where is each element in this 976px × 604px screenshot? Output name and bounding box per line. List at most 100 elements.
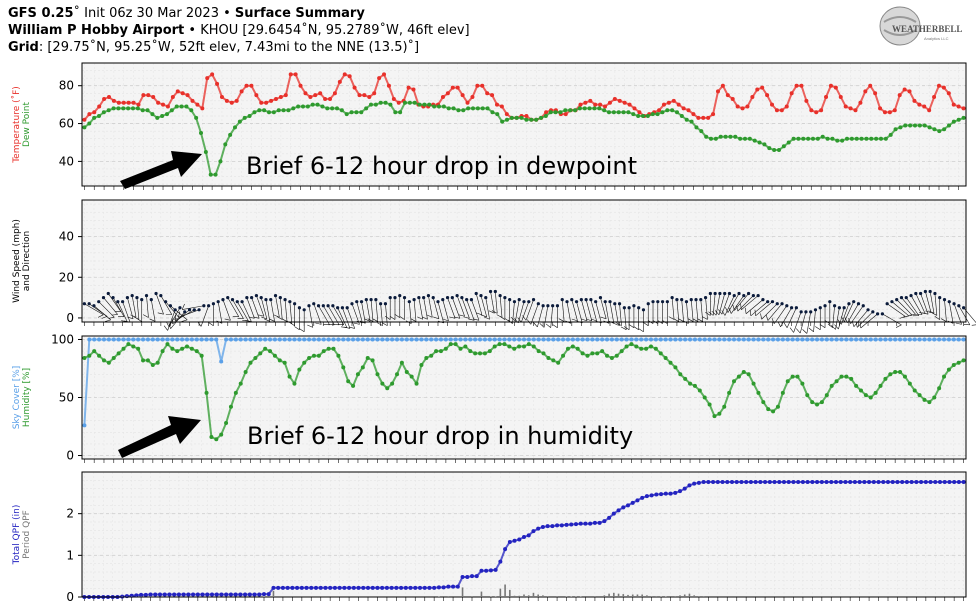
- data-point: [600, 337, 605, 342]
- data-point: [377, 76, 382, 81]
- data-point: [203, 149, 208, 154]
- data-point: [888, 372, 893, 377]
- data-point: [834, 379, 839, 384]
- wind-speed-point: [250, 296, 254, 300]
- data-point: [653, 346, 658, 351]
- data-point: [418, 585, 422, 590]
- data-point: [805, 337, 810, 342]
- wind-speed-point: [789, 306, 794, 310]
- data-point: [146, 93, 151, 98]
- data-point: [602, 108, 607, 113]
- data-point: [455, 85, 460, 90]
- wind-speed-point: [273, 293, 278, 298]
- data-point: [181, 592, 186, 597]
- data-point: [191, 592, 196, 597]
- data-point: [370, 585, 375, 590]
- data-point: [697, 388, 702, 393]
- wind-barb-flag: [721, 310, 726, 316]
- wind-barb-staff: [485, 297, 490, 320]
- data-point: [388, 102, 393, 107]
- data-point: [87, 353, 92, 358]
- data-point: [307, 356, 312, 361]
- data-point: [143, 592, 148, 597]
- data-point: [82, 356, 87, 361]
- wind-barb-flag: [545, 323, 551, 328]
- data-point: [882, 110, 887, 115]
- data-point: [424, 356, 429, 361]
- wind-speed-point: [159, 293, 163, 298]
- series-humidity-: [82, 342, 966, 442]
- data-point: [375, 585, 380, 590]
- data-point: [717, 411, 722, 416]
- wind-barb-flag: [628, 324, 635, 328]
- data-point: [706, 115, 711, 120]
- wind-speed-point: [837, 306, 841, 310]
- data-point: [382, 72, 387, 77]
- data-point: [786, 480, 791, 484]
- data-point: [912, 388, 917, 393]
- data-point: [736, 337, 741, 342]
- wind-speed-point: [589, 298, 593, 302]
- data-point: [186, 592, 191, 597]
- wind-barb-flag: [97, 314, 104, 318]
- wind-speed-point: [828, 300, 832, 304]
- wind-speed-point: [617, 302, 622, 306]
- wind-barb-flag: [643, 322, 649, 326]
- data-point: [385, 386, 390, 391]
- data-point: [919, 480, 924, 484]
- data-point: [871, 480, 876, 484]
- data-point: [947, 480, 952, 484]
- data-point: [815, 136, 820, 141]
- data-point: [153, 592, 158, 597]
- data-point: [838, 480, 843, 484]
- data-point: [414, 337, 419, 342]
- data-point: [751, 381, 756, 386]
- data-point: [559, 523, 564, 528]
- data-point: [429, 337, 434, 342]
- data-point: [482, 337, 487, 342]
- data-point: [577, 106, 582, 111]
- data-point: [303, 91, 308, 96]
- wind-barb-staff: [251, 297, 260, 319]
- wind-barb-staff: [886, 303, 906, 317]
- data-point: [213, 172, 218, 177]
- data-point: [346, 337, 351, 342]
- data-point: [765, 93, 770, 98]
- data-point: [165, 112, 169, 117]
- wind-speed-point: [97, 300, 101, 304]
- data-point: [757, 140, 762, 145]
- data-point: [878, 106, 883, 111]
- wind-barb-staff: [750, 301, 768, 317]
- data-point: [555, 523, 560, 528]
- wind-barb-staff: [222, 299, 231, 321]
- data-point: [412, 100, 417, 105]
- data-point: [487, 349, 492, 354]
- data-point: [448, 342, 453, 347]
- wind-barb-flag: [760, 313, 762, 320]
- data-point: [495, 112, 500, 117]
- data-point: [176, 592, 181, 597]
- wind-barb-flag: [754, 309, 756, 316]
- data-point: [311, 353, 316, 358]
- data-point: [121, 337, 126, 342]
- wind-speed-point: [326, 304, 330, 308]
- data-point: [843, 104, 848, 109]
- data-point: [834, 337, 839, 342]
- data-point: [587, 106, 592, 111]
- wind-speed-point: [928, 289, 932, 294]
- data-point: [848, 480, 853, 484]
- data-point: [145, 108, 150, 113]
- data-point: [502, 337, 507, 342]
- wind-barb-staff: [246, 297, 255, 319]
- data-point: [82, 117, 87, 122]
- wind-barb-flag: [353, 322, 360, 325]
- data-point: [218, 159, 223, 164]
- series-wind-speed-mph-: [82, 289, 976, 334]
- data-point: [126, 106, 131, 111]
- data-point: [364, 106, 369, 111]
- data-point: [395, 337, 400, 342]
- data-point: [701, 480, 706, 484]
- wind-barb-flag: [178, 311, 181, 318]
- data-point: [668, 491, 673, 496]
- wind-speed-point: [536, 302, 540, 306]
